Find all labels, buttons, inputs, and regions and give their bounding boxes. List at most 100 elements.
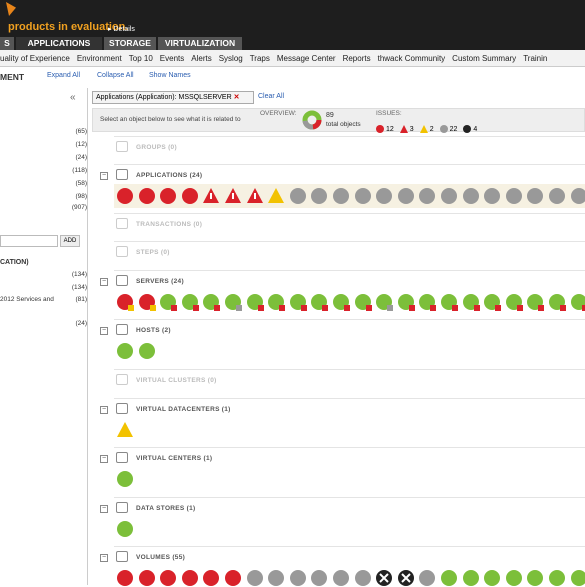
expander[interactable]: − <box>100 554 108 562</box>
status-icon[interactable] <box>224 187 242 205</box>
status-icon[interactable] <box>505 569 523 587</box>
status-icon[interactable] <box>462 187 480 205</box>
search-input[interactable] <box>0 235 58 247</box>
clear-all[interactable]: Clear All <box>258 93 285 100</box>
details-link[interactable]: ▸ Details <box>108 26 135 33</box>
status-icon[interactable] <box>570 187 585 205</box>
menu-item[interactable]: Alerts <box>191 54 212 63</box>
status-icon[interactable] <box>310 187 328 205</box>
status-icon[interactable] <box>462 569 480 587</box>
status-icon[interactable] <box>116 293 134 311</box>
status-icon[interactable] <box>375 569 393 587</box>
status-icon[interactable] <box>505 187 523 205</box>
status-icon[interactable] <box>181 293 199 311</box>
status-icon[interactable] <box>181 187 199 205</box>
collapse-button[interactable]: « <box>70 92 76 103</box>
status-icon[interactable] <box>159 187 177 205</box>
status-icon[interactable] <box>483 293 502 311</box>
section-title[interactable]: VOLUMES (55) <box>136 554 186 561</box>
status-icon[interactable] <box>246 293 264 311</box>
menu-item[interactable]: Custom Summary <box>452 54 517 63</box>
status-icon[interactable] <box>483 187 501 205</box>
status-icon[interactable] <box>116 569 134 587</box>
collapse-all[interactable]: Collapse All <box>97 72 134 79</box>
expander[interactable]: − <box>100 278 108 286</box>
status-icon[interactable] <box>440 569 458 587</box>
status-icon[interactable] <box>116 421 134 439</box>
tab[interactable]: VIRTUALIZATION <box>158 37 242 50</box>
section-title[interactable]: GROUPS (0) <box>136 144 177 151</box>
status-icon[interactable] <box>202 293 221 311</box>
status-icon[interactable] <box>159 569 177 587</box>
status-icon[interactable] <box>548 569 566 587</box>
status-icon[interactable] <box>289 293 307 311</box>
status-icon[interactable] <box>116 470 134 488</box>
status-icon[interactable] <box>548 187 566 205</box>
status-icon[interactable] <box>159 293 178 311</box>
menu-item[interactable]: Top 10 <box>128 54 153 63</box>
status-icon[interactable] <box>246 187 264 205</box>
status-icon[interactable] <box>138 342 156 360</box>
tab[interactable]: STORAGE <box>104 37 156 50</box>
status-icon[interactable] <box>332 293 350 311</box>
section-title[interactable]: APPLICATIONS (24) <box>136 172 203 179</box>
status-icon[interactable] <box>397 187 415 205</box>
menu-item[interactable]: Traps <box>249 54 270 63</box>
status-icon[interactable] <box>332 187 350 205</box>
status-icon[interactable] <box>570 293 585 311</box>
status-icon[interactable] <box>267 569 285 587</box>
status-icon[interactable] <box>354 293 372 311</box>
menu-item[interactable]: Events <box>159 54 185 63</box>
status-icon[interactable] <box>138 569 156 587</box>
menu-item[interactable]: Trainin <box>523 54 548 63</box>
menu-item[interactable]: Syslog <box>218 54 243 63</box>
status-icon[interactable] <box>267 187 285 205</box>
status-icon[interactable] <box>418 187 436 205</box>
section-title[interactable]: VIRTUAL CENTERS (1) <box>136 455 213 462</box>
menu-item[interactable]: uality of Experience <box>0 54 70 63</box>
status-icon[interactable] <box>267 293 286 311</box>
menu-item[interactable]: Reports <box>342 54 371 63</box>
show-names[interactable]: Show Names <box>149 72 191 79</box>
tab[interactable]: APPLICATIONS <box>16 37 102 50</box>
status-icon[interactable] <box>289 187 307 205</box>
status-icon[interactable] <box>505 293 523 311</box>
expand-all[interactable]: Expand All <box>47 72 81 79</box>
status-icon[interactable] <box>375 293 394 311</box>
status-icon[interactable] <box>483 569 501 587</box>
status-icon[interactable] <box>354 187 372 205</box>
status-icon[interactable] <box>397 293 415 311</box>
status-icon[interactable] <box>116 342 134 360</box>
section-title[interactable]: STEPS (0) <box>136 249 170 256</box>
remove-filter[interactable]: ✕ <box>233 94 240 101</box>
status-icon[interactable] <box>418 569 436 587</box>
status-icon[interactable] <box>418 293 437 311</box>
menu-item[interactable]: Environment <box>76 54 122 63</box>
expander[interactable]: − <box>100 172 108 180</box>
status-icon[interactable] <box>310 293 329 311</box>
status-icon[interactable] <box>116 520 134 538</box>
expander[interactable]: − <box>100 406 108 414</box>
status-icon[interactable] <box>570 569 585 587</box>
status-icon[interactable] <box>138 187 156 205</box>
status-icon[interactable] <box>116 187 134 205</box>
status-icon[interactable] <box>526 293 545 311</box>
status-icon[interactable] <box>202 187 220 205</box>
status-icon[interactable] <box>462 293 480 311</box>
status-icon[interactable] <box>375 187 393 205</box>
menu-item[interactable]: Message Center <box>276 54 336 63</box>
status-icon[interactable] <box>181 569 199 587</box>
section-title[interactable]: TRANSACTIONS (0) <box>136 221 203 228</box>
add-button[interactable]: ADD <box>60 235 80 247</box>
status-icon[interactable] <box>202 569 220 587</box>
expander[interactable]: − <box>100 455 108 463</box>
status-icon[interactable] <box>289 569 307 587</box>
status-icon[interactable] <box>526 187 544 205</box>
section-title[interactable]: HOSTS (2) <box>136 327 171 334</box>
status-icon[interactable] <box>354 569 372 587</box>
section-title[interactable]: VIRTUAL CLUSTERS (0) <box>136 377 217 384</box>
menu-item[interactable]: thwack Community <box>377 54 446 63</box>
status-icon[interactable] <box>246 569 264 587</box>
status-icon[interactable] <box>224 293 242 311</box>
status-icon[interactable] <box>332 569 350 587</box>
